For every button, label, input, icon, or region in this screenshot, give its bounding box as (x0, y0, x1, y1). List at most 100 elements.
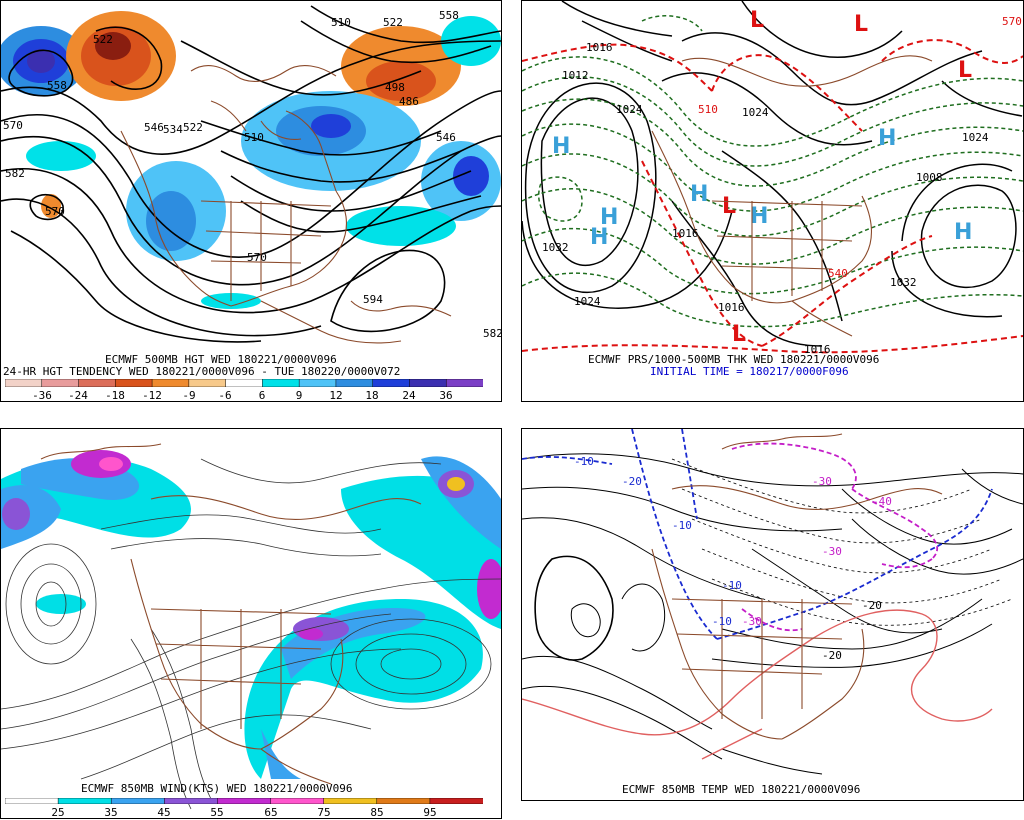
isotherm-minus30 (731, 442, 939, 632)
thickness-label: 570 (1002, 15, 1022, 28)
contour-label: 570 (45, 205, 65, 218)
colorbar-swatch (323, 798, 378, 804)
high-pressure-symbol: H (590, 225, 608, 250)
contour-label: 510 (244, 131, 264, 144)
colorbar-label: 25 (51, 806, 65, 819)
isobar-label: 1012 (562, 69, 589, 82)
colorbar-swatch (188, 379, 227, 387)
thickness-contours (522, 15, 1023, 328)
contour-label: -10 (672, 519, 692, 532)
high-pressure-symbol: H (690, 182, 708, 207)
colorbar-swatch (335, 379, 374, 387)
map-850mb-temp: -10 -10 -20 -10 -30 -40 -30 -30 -20 -20 … (522, 429, 1023, 775)
colorbar-label: 36 (439, 389, 453, 402)
contour-label: 570 (247, 251, 267, 264)
contour-label: 582 (5, 167, 25, 180)
panel-caption: ECMWF PRS/1000-500MB THK WED 180221/0000… (588, 353, 880, 366)
isobar-label: 1024 (962, 131, 989, 144)
colorbar-label: -9 (182, 389, 196, 402)
coastlines (40, 443, 422, 785)
contour-label: 582 (483, 327, 501, 340)
colorbar-swatch (164, 798, 219, 804)
colorbar-swatch (262, 379, 300, 387)
colorbar-swatch (372, 379, 411, 387)
colorbar-swatch (115, 379, 153, 387)
contour-label: -30 (812, 475, 832, 488)
colorbar-label: 65 (264, 806, 278, 819)
contour-label: 558 (47, 79, 67, 92)
thickness-label: 540 (828, 267, 848, 280)
high-pressure-symbol: H (878, 126, 896, 151)
height-contours (1, 5, 501, 343)
height-contour-labels: 558 570 582 570 522 546 534 522 510 510 … (3, 9, 501, 340)
colorbar-label: 95 (423, 806, 437, 819)
contour-label: -30 (822, 545, 842, 558)
high-pressure-centers: H H H H H H H (552, 126, 972, 250)
colorbar-swatch (409, 379, 447, 387)
colorbar-swatch (110, 798, 166, 804)
colorbar-swatch (225, 379, 264, 387)
isotherm-minus10 (522, 429, 993, 640)
colorbar-swatch (298, 379, 337, 387)
colorbar-swatch (429, 798, 483, 804)
contour-label: -20 (622, 475, 642, 488)
panel-500mb-height: 558 570 582 570 522 546 534 522 510 510 … (0, 0, 502, 402)
low-pressure-symbol: L (722, 194, 736, 219)
isobar-label: 1024 (574, 295, 601, 308)
map-pressure-thickness: H H H H H H H L L L L L 1016 1012 1024 1… (522, 1, 1023, 356)
colorbar-label: -18 (105, 389, 125, 402)
isobar-label: 1008 (916, 171, 943, 184)
colorbar-swatch (57, 798, 112, 804)
colorbar-label: 75 (317, 806, 331, 819)
contour-label: -20 (862, 599, 882, 612)
isobar-label: 1016 (586, 41, 613, 54)
high-pressure-symbol: H (954, 220, 972, 245)
colorbar-label: 6 (258, 389, 266, 402)
colorbar-swatch (5, 798, 59, 804)
panel-caption-tendency: 24-HR HGT TENDENCY WED 180221/0000V096 -… (3, 365, 401, 378)
coastlines (651, 433, 943, 740)
initial-time-caption: INITIAL TIME = 180217/0000F096 (650, 365, 849, 378)
colorbar-label: 55 (210, 806, 224, 819)
contour-label: 546 (436, 131, 456, 144)
wind-colorbar (5, 798, 483, 804)
colorbar-label: -6 (218, 389, 232, 402)
contour-label: 546 (144, 121, 164, 134)
colorbar-label: 85 (370, 806, 384, 819)
low-pressure-symbol: L (750, 8, 764, 33)
panel-pressure-thickness: H H H H H H H L L L L L 1016 1012 1024 1… (521, 0, 1024, 402)
tendency-colorbar (5, 379, 483, 387)
colorbar-swatch (78, 379, 117, 387)
colorbar-label: 12 (329, 389, 343, 402)
colorbar-swatch (5, 379, 43, 387)
low-pressure-symbol: L (854, 12, 868, 37)
temperature-contour-labels: -10 -10 -20 -10 -30 -40 -30 -30 -20 -20 … (574, 455, 892, 662)
contour-label: 486 (399, 95, 419, 108)
colorbar-swatch (445, 379, 483, 387)
contour-label: -10 (574, 455, 594, 468)
wind-colorbar-labels: 25 35 45 55 65 75 85 95 (5, 806, 483, 820)
colorbar-swatch (217, 798, 272, 804)
high-pressure-symbol: H (750, 204, 768, 229)
high-pressure-symbol: H (600, 205, 618, 230)
isobar-label: 1024 (742, 106, 769, 119)
colorbar-label: -12 (142, 389, 162, 402)
contour-label: 594 (363, 293, 383, 306)
temperature-contours (522, 453, 1023, 775)
colorbar-label: 35 (104, 806, 118, 819)
colorbar-swatch (376, 798, 431, 804)
map-500mb: 558 570 582 570 522 546 534 522 510 510 … (1, 5, 501, 344)
high-pressure-symbol: H (552, 134, 570, 159)
map-850mb-wind (1, 443, 501, 810)
colorbar-label: 9 (295, 389, 303, 402)
isobar-label: 1024 (616, 103, 643, 116)
isobar-label: 1016 (804, 343, 831, 356)
contour-label: -10 (722, 579, 742, 592)
panel-caption: ECMWF 850MB TEMP WED 180221/0000V096 (622, 783, 861, 796)
contour-label: -20 (822, 649, 842, 662)
contour-label: 522 (93, 33, 113, 46)
contour-label: 522 (183, 121, 203, 134)
isobar-label: 1032 (542, 241, 569, 254)
colorbar-label: -36 (32, 389, 52, 402)
colorbar-label: 24 (402, 389, 416, 402)
